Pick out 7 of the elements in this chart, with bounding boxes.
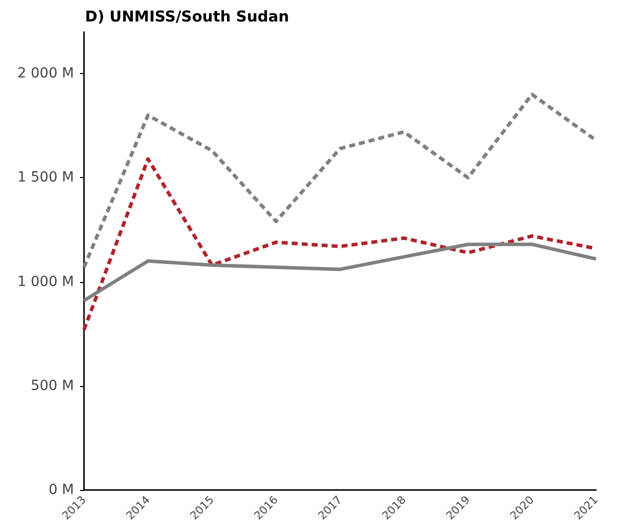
y-tick-label: 2 000 M: [17, 66, 74, 82]
y-tick-label: 500 M: [30, 378, 74, 394]
chart-title: D) UNMISS/South Sudan: [85, 8, 290, 26]
y-tick-label: 1 500 M: [17, 170, 74, 186]
y-tick-label: 0 M: [48, 482, 74, 498]
y-tick-label: 1 000 M: [17, 274, 74, 290]
line-series: [82, 242, 598, 302]
